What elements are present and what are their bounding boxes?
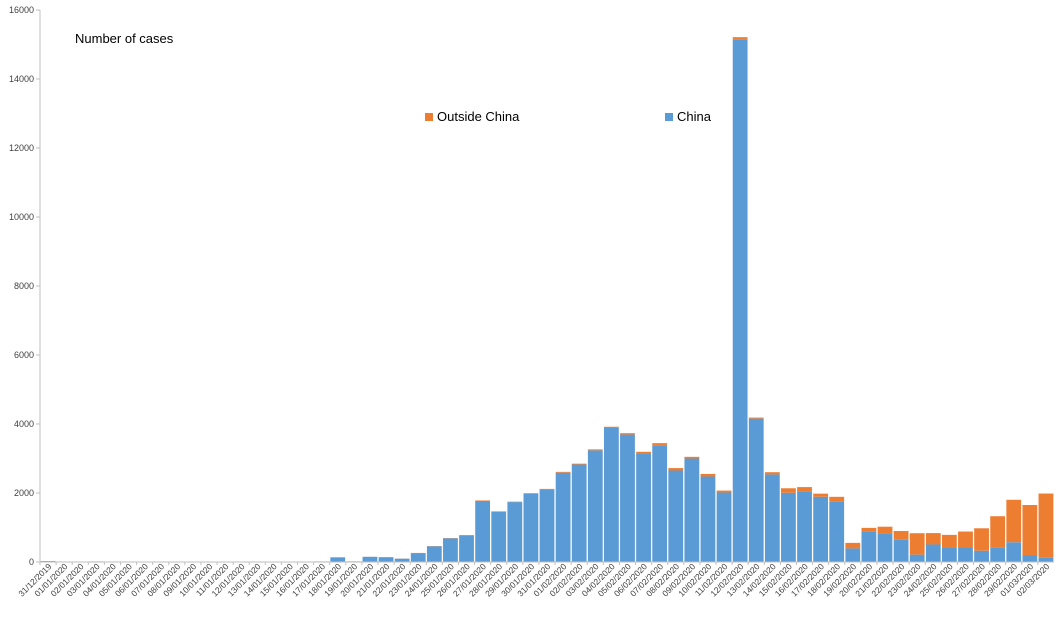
bar-outside-china (556, 472, 571, 473)
bar-china (668, 471, 683, 562)
y-tick-label: 4000 (14, 419, 34, 429)
bar-outside-china (668, 468, 683, 470)
bar-china (926, 544, 941, 562)
bar-china (459, 535, 474, 562)
bar-outside-china (878, 527, 893, 534)
bar-china (1022, 555, 1037, 562)
y-axis: 0 2000 4000 6000 8000 10000 12000 14000 16000 (9, 5, 40, 567)
bar-outside-china (862, 528, 877, 531)
legend-item-china: China (665, 109, 711, 124)
x-axis: 31/12/201901/01/202002/01/202003/01/2020… (16, 561, 1054, 598)
bar-outside-china (797, 487, 812, 491)
bar-china (1039, 558, 1054, 562)
bar-china (990, 547, 1005, 562)
bar-china (395, 559, 410, 562)
bar-outside-china (1006, 500, 1021, 542)
bar-outside-china (894, 531, 909, 540)
bar-china (701, 477, 716, 562)
y-tick-label: 10000 (9, 212, 34, 222)
bar-outside-china (845, 543, 860, 549)
y-tick-label: 14000 (9, 74, 34, 84)
legend-label-outside-china: Outside China (437, 109, 519, 124)
bar-china (572, 465, 587, 562)
bar-outside-china (636, 452, 651, 454)
legend-item-outside-china: Outside China (425, 109, 519, 124)
bar-outside-china (684, 457, 699, 459)
bar-outside-china (620, 433, 635, 434)
bar-outside-china (958, 532, 973, 548)
bar-china (781, 493, 796, 562)
y-tick-label: 12000 (9, 143, 34, 153)
bar-outside-china (749, 418, 764, 419)
bar-china (556, 473, 571, 562)
bar-outside-china (990, 516, 1005, 547)
bar-china (379, 557, 394, 562)
bar-outside-china (572, 464, 587, 465)
bar-china (845, 548, 860, 562)
y-tick-label: 8000 (14, 281, 34, 291)
y-tick-label: 2000 (14, 488, 34, 498)
bar-china (588, 450, 603, 562)
bar-china (540, 490, 555, 562)
bar-china (894, 540, 909, 562)
bar-outside-china (813, 494, 828, 497)
bar-outside-china (974, 528, 989, 550)
bar-outside-china (926, 533, 941, 544)
bar-outside-china (781, 488, 796, 492)
y-tick-label: 6000 (14, 350, 34, 360)
legend-swatch-china (665, 113, 673, 121)
bar-china (749, 419, 764, 562)
bar-china (363, 557, 378, 562)
bar-china (411, 553, 426, 562)
bar-china (427, 546, 442, 562)
bar-china (958, 547, 973, 562)
bar-china (330, 557, 345, 562)
bar-china (507, 502, 522, 562)
chart-annotation: Number of cases (75, 31, 173, 46)
bar-china (910, 555, 925, 562)
bar-china (604, 428, 619, 562)
bar-outside-china (540, 489, 555, 490)
bar-china (620, 435, 635, 562)
bar-china (636, 454, 651, 562)
bar-outside-china (652, 443, 667, 445)
y-tick-label: 0 (29, 557, 34, 567)
bar-china (942, 548, 957, 562)
bar-outside-china (942, 535, 957, 548)
bar-china (878, 534, 893, 562)
bar-outside-china (475, 500, 490, 501)
bar-china (1006, 542, 1021, 562)
bar-china (491, 512, 506, 562)
bar-china (829, 502, 844, 562)
bar-china (974, 551, 989, 562)
bar-outside-china (733, 37, 748, 39)
y-tick-label: 16000 (9, 5, 34, 15)
legend-swatch-outside-china (425, 113, 433, 121)
bar-outside-china (604, 427, 619, 428)
bar-outside-china (765, 472, 780, 474)
bar-china (765, 474, 780, 562)
bar-china (862, 531, 877, 562)
bar-china (475, 501, 490, 562)
bar-china (797, 491, 812, 562)
bar-china (652, 445, 667, 562)
bar-outside-china (910, 533, 925, 554)
bar-outside-china (717, 491, 732, 493)
bar-outside-china (524, 493, 539, 494)
legend-label-china: China (677, 109, 711, 124)
bar-china (813, 497, 828, 562)
bar-outside-china (701, 474, 716, 477)
bars (41, 37, 1054, 562)
bar-china (717, 492, 732, 562)
bar-china (524, 494, 539, 562)
bar-china (443, 538, 458, 562)
bar-china (733, 39, 748, 562)
bar-outside-china (1022, 505, 1037, 555)
bar-china (684, 459, 699, 563)
bar-outside-china (588, 449, 603, 450)
bar-outside-china (1039, 494, 1054, 558)
bar-outside-china (829, 497, 844, 502)
